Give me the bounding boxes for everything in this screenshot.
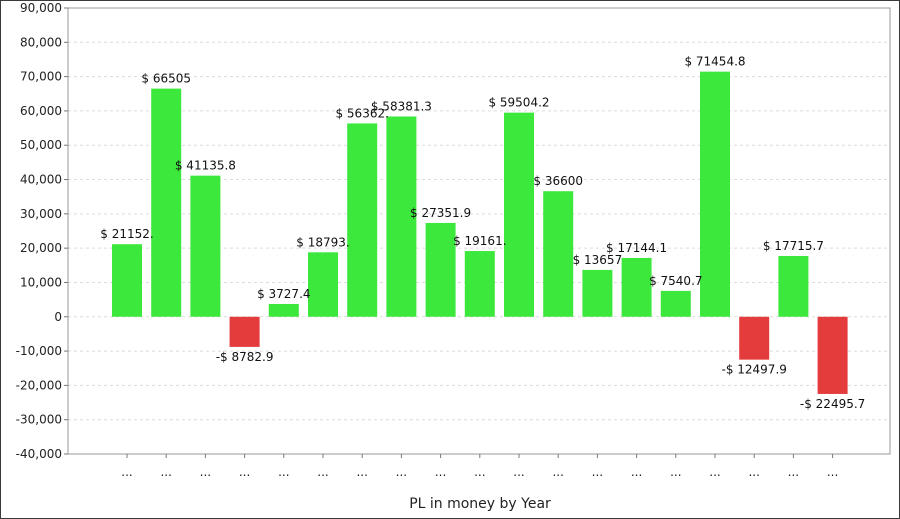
y-tick-label: 20,000 <box>20 241 62 255</box>
bar-value-label: $ 36600 <box>533 174 583 188</box>
bar-value-label: $ 59504.2 <box>488 96 549 110</box>
x-category-label: ... <box>748 465 759 479</box>
bar-value-label: $ 71454.8 <box>684 55 745 69</box>
bar-value-label: -$ 12497.9 <box>721 363 786 377</box>
bar-value-label: $ 21152. <box>100 227 153 241</box>
bar <box>112 244 142 317</box>
bar <box>621 257 652 317</box>
bar-value-label: $ 27351.9 <box>410 206 471 220</box>
y-tick-label: 90,000 <box>20 1 62 15</box>
bar-value-label: $ 66505 <box>141 72 191 86</box>
x-category-label: ... <box>788 465 799 479</box>
x-category-label: ... <box>121 465 132 479</box>
y-tick-label: -30,000 <box>16 413 62 427</box>
bar <box>268 303 299 317</box>
bar <box>190 175 221 317</box>
tick-labels: 90,000 80,000 70,000 60,000 50,000 40,000 30,0… <box>16 1 839 479</box>
bar-value-label: $ 58381.3 <box>371 99 432 113</box>
axes <box>64 7 891 458</box>
plot-area-border <box>67 7 891 455</box>
x-category-label: ... <box>709 465 720 479</box>
x-category-label: ... <box>356 465 367 479</box>
y-tick-label: 0 <box>54 310 62 324</box>
bar <box>504 112 534 317</box>
y-tick-label: 80,000 <box>20 35 62 49</box>
bar-value-label: $ 18793. <box>296 235 349 249</box>
x-axis-label: PL in money by Year <box>409 496 551 512</box>
bar <box>817 316 848 394</box>
y-tick-label: -10,000 <box>16 344 62 358</box>
bar-value-label: $ 17715.7 <box>763 239 824 253</box>
bar <box>386 116 417 317</box>
x-category-label: ... <box>827 465 838 479</box>
x-category-label: ... <box>670 465 681 479</box>
bar-value-label: $ 13657 <box>573 253 623 267</box>
bar-value-label: -$ 8782.9 <box>216 350 274 364</box>
bar-value-label: $ 7540.7 <box>649 274 702 288</box>
bar-value-label: -$ 22495.7 <box>800 397 865 411</box>
x-category-label: ... <box>474 465 485 479</box>
bar <box>151 88 182 317</box>
bar <box>660 290 691 317</box>
bar <box>778 255 809 317</box>
x-category-label: ... <box>435 465 446 479</box>
x-category-label: ... <box>631 465 642 479</box>
y-tick-label: 50,000 <box>20 138 62 152</box>
x-category-label: ... <box>160 465 171 479</box>
y-tick-label: -40,000 <box>16 447 62 461</box>
x-category-label: ... <box>592 465 603 479</box>
bar <box>464 251 495 317</box>
x-category-label: ... <box>513 465 524 479</box>
x-category-label: ... <box>396 465 407 479</box>
bar-value-label: $ 41135.8 <box>175 159 236 173</box>
bar <box>229 316 260 347</box>
bar <box>739 316 770 360</box>
bar <box>700 71 730 317</box>
x-category-label: ... <box>552 465 563 479</box>
bar <box>347 123 378 317</box>
y-tick-label: -20,000 <box>16 378 62 392</box>
bar-value-label: $ 56362. <box>335 106 388 120</box>
bar <box>425 222 456 317</box>
bar-value-label: $ 19161. <box>453 234 506 248</box>
bar <box>582 269 613 317</box>
x-category-label: ... <box>278 465 289 479</box>
bar <box>308 252 338 317</box>
y-tick-label: 30,000 <box>20 207 62 221</box>
y-tick-label: 10,000 <box>20 275 62 289</box>
y-tick-label: 60,000 <box>20 104 62 118</box>
bar-value-label: $ 17144.1 <box>606 241 667 255</box>
y-tick-label: 70,000 <box>20 70 62 84</box>
x-category-label: ... <box>200 465 211 479</box>
bars <box>112 71 848 394</box>
y-tick-label: 40,000 <box>20 173 62 187</box>
x-category-label: ... <box>239 465 250 479</box>
bar-value-label: $ 3727.4 <box>257 287 310 301</box>
data-labels: $ 21152. $ 66505 $ 41135.8 -$ 8782.9 $ 3727.… <box>100 55 865 411</box>
x-category-label: ... <box>317 465 328 479</box>
bar <box>543 191 574 317</box>
